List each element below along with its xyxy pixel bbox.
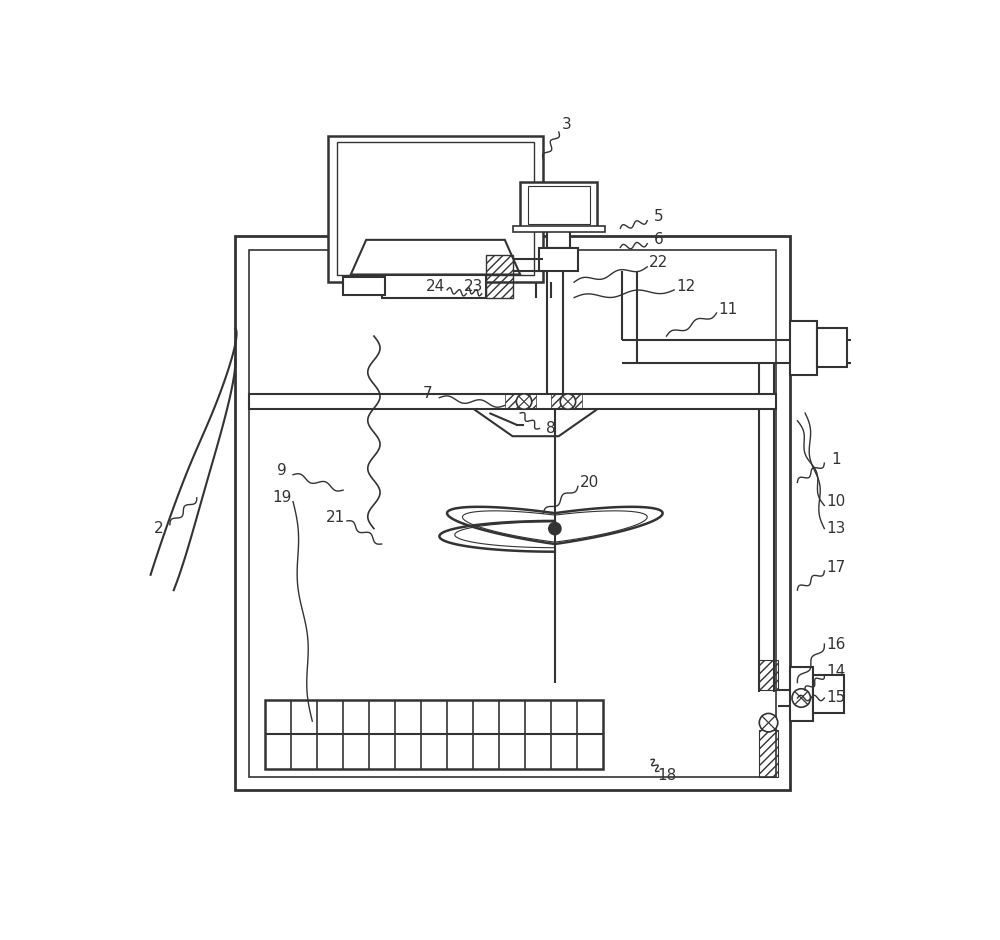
Text: 11: 11 <box>718 302 738 317</box>
Text: 2: 2 <box>153 521 163 536</box>
Text: 12: 12 <box>676 278 695 293</box>
Circle shape <box>549 523 561 535</box>
Bar <box>539 247 578 271</box>
Bar <box>512 226 605 232</box>
Bar <box>528 186 590 225</box>
Bar <box>249 250 776 776</box>
Text: 18: 18 <box>657 767 676 782</box>
Text: 23: 23 <box>464 278 484 293</box>
Text: 19: 19 <box>272 491 291 506</box>
Bar <box>486 256 512 298</box>
Bar <box>265 699 603 769</box>
Bar <box>790 321 817 375</box>
Circle shape <box>560 394 576 409</box>
Text: 8: 8 <box>546 421 556 436</box>
Text: 21: 21 <box>326 509 345 525</box>
Text: 15: 15 <box>826 691 846 706</box>
Text: 10: 10 <box>826 494 846 509</box>
Text: 17: 17 <box>826 559 846 574</box>
Bar <box>343 276 385 295</box>
Text: 14: 14 <box>826 664 846 679</box>
Circle shape <box>792 689 810 707</box>
Text: 16: 16 <box>826 636 846 651</box>
Text: 9: 9 <box>277 463 286 478</box>
Bar <box>759 730 778 776</box>
Bar <box>547 228 570 247</box>
Bar <box>813 675 844 713</box>
Text: 1: 1 <box>831 452 841 467</box>
Text: 3: 3 <box>562 117 571 132</box>
Text: 22: 22 <box>649 256 668 271</box>
Bar <box>790 667 813 721</box>
Bar <box>382 274 486 298</box>
Bar <box>505 394 536 409</box>
Bar <box>249 394 776 409</box>
Bar <box>817 328 847 367</box>
Bar <box>551 394 582 409</box>
Text: 5: 5 <box>654 210 664 225</box>
Bar <box>235 236 790 791</box>
Polygon shape <box>351 240 520 274</box>
Circle shape <box>759 713 778 732</box>
Bar <box>337 142 534 274</box>
Bar <box>328 136 543 282</box>
Text: 24: 24 <box>426 278 445 293</box>
Text: 20: 20 <box>580 475 599 490</box>
Text: 13: 13 <box>826 521 846 536</box>
Text: 6: 6 <box>654 232 664 247</box>
Text: 7: 7 <box>423 386 433 401</box>
Bar <box>759 660 778 690</box>
Bar <box>520 182 597 228</box>
Circle shape <box>516 394 532 409</box>
